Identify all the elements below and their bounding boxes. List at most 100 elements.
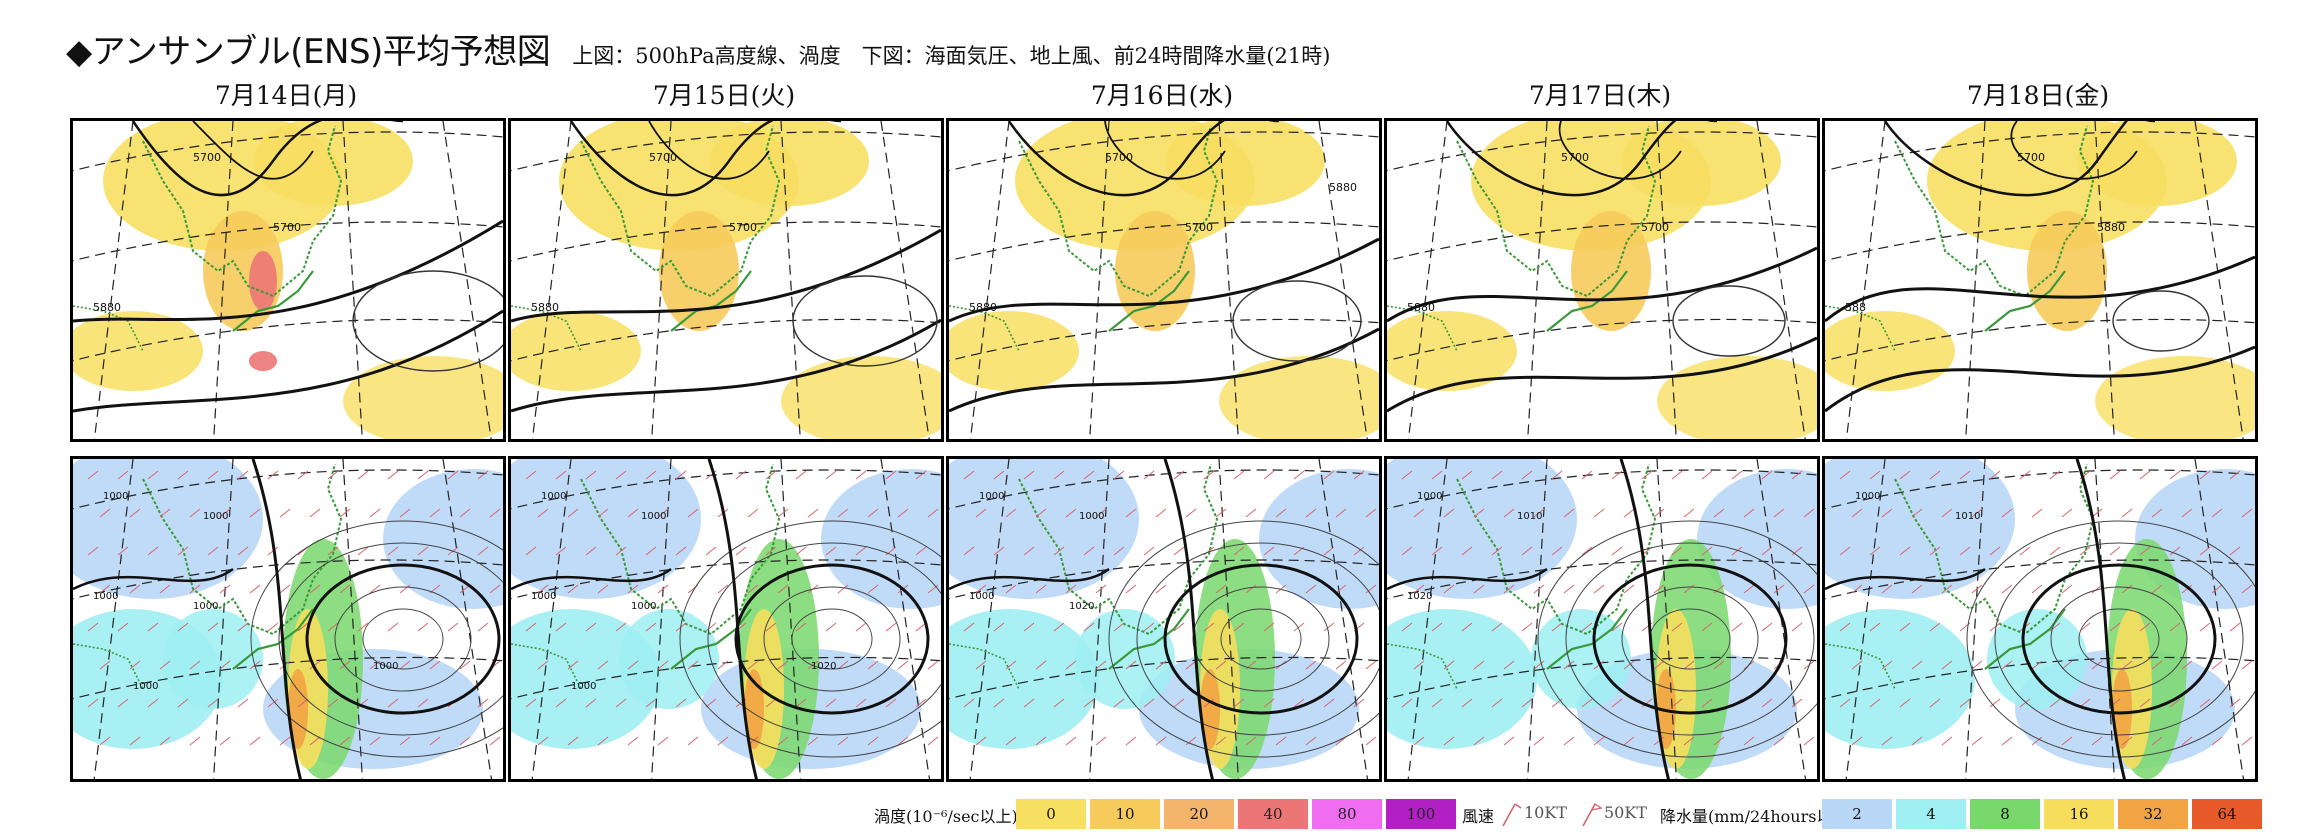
- wind-barb: [99, 736, 111, 746]
- wind-barb: [429, 508, 441, 518]
- vorticity-shading: [949, 121, 1379, 439]
- wind-barb: [1323, 470, 1335, 480]
- wind-barb: [1143, 622, 1155, 632]
- wind-barb: [87, 622, 99, 632]
- latitude-line: [73, 469, 503, 510]
- wind-barb: [1473, 736, 1485, 746]
- wind-barb: [1701, 698, 1713, 708]
- longitude-line: [651, 459, 672, 779]
- isobar: [2075, 459, 2127, 779]
- wind-barb: [87, 546, 99, 556]
- wind-barb: [1233, 470, 1245, 480]
- wind-barb: [117, 698, 129, 708]
- wind-barb: [1869, 470, 1881, 480]
- wind-barb: [1941, 660, 1953, 670]
- wind-barb: [1551, 546, 1563, 556]
- wind-barb: [1443, 736, 1455, 746]
- wind-barb: [1461, 698, 1473, 708]
- wind-barb: [2169, 698, 2181, 708]
- wind-barb: [525, 622, 537, 632]
- high-pressure-contour: [792, 275, 938, 367]
- wind-barb: [1245, 508, 1257, 518]
- vorticity-area: [1219, 356, 1379, 439]
- wind-barb: [1155, 584, 1167, 594]
- wind-barb: [597, 736, 609, 746]
- isobar: [250, 520, 503, 758]
- wind-barb: [1839, 622, 1851, 632]
- lower-map-canvas: 1000 1000 1000 1000 1000 1000: [73, 459, 503, 779]
- wind-barb: [2061, 508, 2073, 518]
- vorticity-shading: [73, 121, 503, 439]
- latitude-line: [73, 318, 503, 362]
- wind-barb: [1113, 470, 1125, 480]
- wind-barb: [1623, 660, 1635, 670]
- isobar-label: 1000: [979, 491, 1004, 502]
- latitude-line: [511, 221, 941, 262]
- wind-10kt-label: 10KT: [1524, 803, 1567, 822]
- coastline: [73, 125, 343, 352]
- wind-barb: [645, 546, 657, 556]
- wind-barb: [855, 698, 867, 708]
- wind-legend-label: 風速: [1462, 807, 1495, 826]
- coastline: [1387, 125, 1657, 352]
- page-title: ◆アンサンブル(ENS)平均予想図: [66, 32, 551, 72]
- wind-barb: [117, 470, 129, 480]
- latitude-line: [73, 559, 503, 600]
- wind-barb: [1761, 546, 1773, 556]
- lower-map-day-5: 1000 1010: [1822, 456, 2258, 782]
- wind-barb: [645, 470, 657, 480]
- precip-swatch-32: 32: [2118, 799, 2188, 829]
- height-contour: [511, 318, 941, 413]
- wind-barb: [615, 470, 627, 480]
- isobar: [949, 567, 1110, 591]
- precip-area: [1697, 469, 1817, 609]
- wind-50kt-label: 50KT: [1604, 803, 1647, 822]
- wind-barb: [1581, 622, 1593, 632]
- height-contours: [73, 121, 503, 413]
- wind-barb: [807, 508, 819, 518]
- coastline: [949, 125, 1219, 352]
- wind-barb: [1023, 622, 1035, 632]
- wind-barb: [327, 546, 339, 556]
- wind-barb: [717, 660, 729, 670]
- longitude-line: [1965, 121, 1986, 439]
- wind-barb: [2169, 470, 2181, 480]
- longitude-line: [969, 121, 1010, 439]
- wind-barb: [735, 546, 747, 556]
- contour-label: 5880: [2097, 221, 2125, 234]
- wind-barb: [2139, 546, 2151, 556]
- isobar: [1192, 586, 1330, 692]
- wind-barb: [567, 660, 579, 670]
- wind-barb: [1701, 546, 1713, 556]
- wind-barb: [1083, 622, 1095, 632]
- wind-barb: [339, 736, 351, 746]
- height-contour: [1387, 336, 1817, 413]
- wind-barb: [177, 622, 189, 632]
- precip-area: [1825, 459, 2015, 599]
- wind-barb: [597, 660, 609, 670]
- wind-barb: [1095, 660, 1107, 670]
- wind-barb: [1533, 508, 1545, 518]
- longitude-line: [1318, 121, 1368, 439]
- wind-barb: [585, 470, 597, 480]
- wind-barb: [117, 546, 129, 556]
- wind-barb: [159, 660, 171, 670]
- wind-barb: [327, 622, 339, 632]
- wind-barb: [795, 698, 807, 708]
- wind-barb: [1533, 584, 1545, 594]
- wind-barb: [1713, 660, 1725, 670]
- wind-barb: [1215, 508, 1227, 518]
- latitude-line: [73, 131, 503, 172]
- wind-barb: [1245, 584, 1257, 594]
- wind-barb: [1713, 584, 1725, 594]
- wind-barb: [1623, 584, 1635, 594]
- wind-barb: [1653, 584, 1665, 594]
- day-label-5: 7月18日(金): [1966, 81, 2110, 110]
- isobar: [1163, 563, 1359, 715]
- contour-label: 5700: [1641, 221, 1669, 234]
- wind-barb: [2199, 698, 2211, 708]
- height-contour: [1825, 255, 2255, 323]
- isobar-label: 1000: [1079, 511, 1104, 522]
- wind-barb: [1233, 622, 1245, 632]
- longitude-line: [531, 121, 572, 439]
